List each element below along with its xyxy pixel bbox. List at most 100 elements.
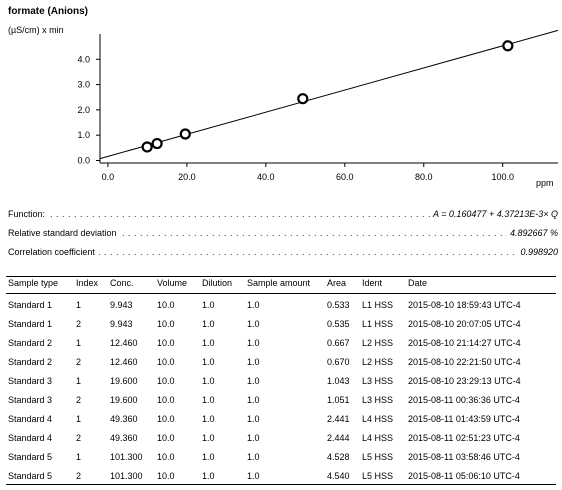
data-point <box>179 128 191 140</box>
cell-date: 2015-08-11 03:58:46 UTC-4 <box>408 451 520 462</box>
fit-line-group <box>99 29 559 160</box>
cell-index: 1 <box>76 337 82 348</box>
cell-conc: 19.600 <box>110 394 138 405</box>
cell-date: 2015-08-10 23:29:13 UTC-4 <box>408 375 521 386</box>
cell-ident: L1 HSS <box>362 299 394 310</box>
cell-volume: 10.0 <box>157 413 175 424</box>
table-row: Standard 2 1 12.460 10.0 1.0 1.0 0.667 L2 HSS 20… <box>6 333 556 352</box>
col-header-conc: Conc. <box>110 278 134 288</box>
y-tick-label: 3.0 <box>77 80 90 90</box>
x-ticks: 0.0 20.0 40.0 60.0 80.0 100.0 <box>102 163 514 182</box>
col-header-ident: Ident <box>362 278 383 288</box>
cell-index: 1 <box>76 299 82 310</box>
cell-conc: 49.360 <box>110 432 138 443</box>
table-top-rule <box>6 276 556 277</box>
cell-conc: 9.943 <box>110 299 133 310</box>
cell-area: 0.535 <box>327 318 350 329</box>
stat-label: Relative standard deviation <box>8 224 119 243</box>
cell-volume: 10.0 <box>157 375 175 386</box>
y-tick-label: 4.0 <box>77 54 90 64</box>
col-header-sample-type: Sample type <box>8 278 59 288</box>
stat-value: 0.998920 <box>517 243 558 262</box>
stat-label: Function: <box>8 205 48 224</box>
cell-area: 4.528 <box>327 451 350 462</box>
dot-leader: ........................................… <box>8 209 558 219</box>
cell-ident: L1 HSS <box>362 318 394 329</box>
cell-sample-amount: 1.0 <box>247 413 260 424</box>
x-tick-label: 40.0 <box>257 172 275 182</box>
cell-date: 2015-08-10 22:21:50 UTC-4 <box>408 356 521 367</box>
cell-ident: L4 HSS <box>362 413 394 424</box>
cell-sample-amount: 1.0 <box>247 299 260 310</box>
cell-ident: L2 HSS <box>362 356 394 367</box>
cell-sample-amount: 1.0 <box>247 337 260 348</box>
cell-conc: 101.300 <box>110 451 143 462</box>
stat-label: Correlation coefficient <box>8 243 97 262</box>
x-tick-label: 0.0 <box>102 172 115 182</box>
cell-sample-amount: 1.0 <box>247 432 260 443</box>
cell-sample-type: Standard 3 <box>8 394 53 405</box>
x-tick-label: 60.0 <box>336 172 354 182</box>
dot-leader: ........................................… <box>8 247 558 257</box>
cell-volume: 10.0 <box>157 318 175 329</box>
col-header-sample-amount: Sample amount <box>247 278 311 288</box>
data-point <box>502 40 514 52</box>
cell-area: 2.444 <box>327 432 350 443</box>
col-header-dilution: Dilution <box>202 278 233 288</box>
cell-volume: 10.0 <box>157 337 175 348</box>
cell-area: 1.051 <box>327 394 350 405</box>
cell-volume: 10.0 <box>157 451 175 462</box>
cell-ident: L5 HSS <box>362 451 394 462</box>
cell-area: 0.670 <box>327 356 350 367</box>
chart-title: formate (Anions) <box>8 6 88 17</box>
cell-index: 2 <box>76 432 82 443</box>
cell-conc: 12.460 <box>110 337 138 348</box>
stat-function: Function: ..............................… <box>8 205 558 224</box>
table-header-row: Sample type Index Conc. Volume Dilution … <box>6 278 556 295</box>
table-row: Standard 2 2 12.460 10.0 1.0 1.0 0.670 L2 HSS 20… <box>6 352 556 371</box>
cell-dilution: 1.0 <box>202 299 215 310</box>
cell-conc: 101.300 <box>110 470 143 481</box>
table-row: Standard 4 1 49.360 10.0 1.0 1.0 2.441 L4 HSS 20… <box>6 409 556 428</box>
col-header-volume: Volume <box>157 278 188 288</box>
cell-conc: 12.460 <box>110 356 138 367</box>
cell-index: 2 <box>76 394 82 405</box>
cell-index: 1 <box>76 413 82 424</box>
table-row: Standard 5 2 101.300 10.0 1.0 1.0 4.540 L5 HSS 2… <box>6 466 556 485</box>
stat-correlation-coefficient: Correlation coefficient ................… <box>8 243 558 262</box>
cell-ident: L5 HSS <box>362 470 394 481</box>
cell-ident: L4 HSS <box>362 432 394 443</box>
stat-value: 4.892667 % <box>506 224 558 243</box>
fit-line <box>99 29 559 160</box>
cell-sample-amount: 1.0 <box>247 394 260 405</box>
cell-date: 2015-08-10 18:59:43 UTC-4 <box>408 299 521 310</box>
cell-sample-type: Standard 4 <box>8 413 53 424</box>
cell-area: 0.667 <box>327 337 350 348</box>
cell-ident: L3 HSS <box>362 375 394 386</box>
table-row: Standard 3 1 19.600 10.0 1.0 1.0 1.043 L3 HSS 20… <box>6 371 556 390</box>
data-point <box>297 93 309 105</box>
cell-volume: 10.0 <box>157 356 175 367</box>
cell-sample-type: Standard 2 <box>8 337 53 348</box>
y-tick-label: 1.0 <box>77 130 90 140</box>
cell-sample-type: Standard 3 <box>8 375 53 386</box>
cell-area: 1.043 <box>327 375 350 386</box>
cell-dilution: 1.0 <box>202 337 215 348</box>
x-axis-label: ppm <box>536 178 554 188</box>
cell-conc: 9.943 <box>110 318 133 329</box>
cell-ident: L3 HSS <box>362 394 394 405</box>
cell-date: 2015-08-11 05:06:10 UTC-4 <box>408 470 520 481</box>
cell-sample-amount: 1.0 <box>247 470 260 481</box>
cell-volume: 10.0 <box>157 470 175 481</box>
table-header-rule <box>6 293 556 294</box>
cell-sample-amount: 1.0 <box>247 451 260 462</box>
cell-volume: 10.0 <box>157 299 175 310</box>
y-ticks: 0.0 1.0 2.0 3.0 4.0 <box>77 54 100 165</box>
cell-date: 2015-08-10 20:07:05 UTC-4 <box>408 318 521 329</box>
table-body: Standard 1 1 9.943 10.0 1.0 1.0 0.533 L1 HSS 201… <box>6 295 556 485</box>
cell-sample-type: Standard 5 <box>8 470 53 481</box>
cell-sample-amount: 1.0 <box>247 318 260 329</box>
calibration-chart: formate (Anions) (µS/cm) x min ppm 0.0 20… <box>8 6 559 188</box>
cell-sample-type: Standard 5 <box>8 451 53 462</box>
cell-index: 1 <box>76 451 82 462</box>
